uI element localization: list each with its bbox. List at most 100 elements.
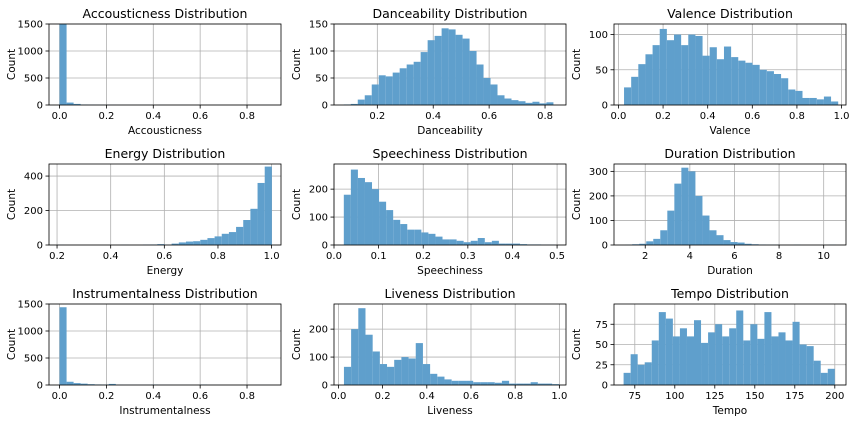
histogram-bar	[744, 243, 752, 245]
histogram-bar	[651, 340, 659, 385]
histogram-bar	[392, 72, 400, 105]
histogram-bar	[665, 318, 673, 385]
histogram-bar	[799, 344, 807, 385]
histogram-bar	[498, 243, 506, 245]
histogram-bar	[757, 338, 765, 385]
histogram-bar	[185, 241, 194, 245]
histogram-bar	[462, 38, 470, 105]
histogram-bar	[716, 59, 724, 105]
y-axis-label: Count	[6, 49, 18, 80]
histogram-bar	[552, 384, 560, 385]
histogram-bar	[738, 60, 746, 105]
histogram-bar	[785, 340, 793, 385]
plot-frame	[333, 23, 567, 106]
histogram-bar	[532, 101, 540, 105]
histogram-bar	[701, 342, 709, 385]
chart-title: Valence Distribution	[667, 6, 793, 21]
y-tick-label: 0	[37, 381, 43, 392]
histogram-bar	[766, 71, 774, 105]
histogram-bar	[455, 34, 463, 105]
histogram-bar	[764, 312, 772, 385]
histogram-bar	[449, 239, 457, 245]
histogram-bar	[709, 230, 717, 245]
histogram-bar	[415, 343, 423, 385]
histogram-bar	[350, 169, 358, 245]
histogram-bar	[525, 102, 533, 105]
histogram-bar	[795, 90, 803, 105]
y-tick-label: 150	[309, 20, 328, 31]
y-axis-label: Count	[571, 329, 583, 360]
histogram-bar	[448, 29, 456, 105]
histogram-bar	[200, 239, 208, 245]
x-tick-label: 0.2	[49, 251, 65, 262]
histogram-bar	[771, 336, 779, 385]
histogram-bar	[66, 102, 74, 105]
x-tick-label: 0.4	[700, 111, 716, 122]
histogram-bar	[679, 328, 687, 385]
histogram-bar	[400, 224, 408, 245]
y-tick-label: 25	[595, 360, 608, 371]
histogram-bar	[178, 242, 186, 245]
histogram-bar	[469, 51, 477, 105]
histogram-bar	[497, 95, 505, 105]
y-axis-label: Count	[291, 49, 303, 80]
histogram-bar	[483, 78, 491, 105]
histogram-bar	[490, 84, 498, 105]
histogram-bar	[743, 340, 751, 385]
x-tick-label: 0.8	[239, 391, 255, 402]
histogram-bar	[470, 240, 478, 245]
x-tick-label: 0.2	[98, 111, 114, 122]
y-axis-label: Count	[571, 189, 583, 220]
histogram-bar	[364, 95, 372, 105]
histogram-bar	[473, 382, 481, 385]
x-tick-label: 175	[785, 391, 804, 402]
histogram-bar	[501, 380, 510, 385]
histogram-bar	[66, 381, 74, 385]
histogram-bar	[236, 226, 244, 245]
chart-title: Energy Distribution	[105, 146, 226, 161]
chart-panel-1: Accousticness Distribution 0.0 0.2 0.4 0.6 0.…	[6, 6, 282, 137]
histogram-bar	[357, 99, 365, 105]
histogram-bar	[434, 35, 442, 105]
x-tick-label: 0.2	[415, 251, 431, 262]
histogram-bar	[658, 312, 666, 385]
histogram-bar	[722, 336, 730, 385]
histogram-bar	[379, 364, 388, 385]
histogram-bar	[623, 372, 631, 385]
histogram-bar	[644, 362, 652, 385]
histogram-bar	[491, 240, 499, 245]
histogram-bar	[504, 98, 512, 105]
y-tick-label: 0	[602, 381, 608, 392]
histogram-bar	[442, 239, 450, 245]
histogram-bar	[823, 96, 832, 105]
histogram-bar	[343, 366, 352, 385]
histogram-bar	[476, 64, 484, 105]
histogram-bar	[806, 346, 814, 385]
histogram-bar	[157, 244, 165, 245]
histogram-bar	[73, 103, 81, 105]
histogram-bar	[546, 102, 554, 105]
histogram-bar	[637, 364, 645, 385]
histogram-bar	[660, 230, 668, 245]
plot-frame	[48, 23, 282, 106]
histogram-bar	[364, 182, 373, 245]
histogram-bar	[630, 354, 638, 385]
chart-panel-7: Instrumentalness Distribution 0.0 0.2 0.4 0.…	[6, 286, 282, 417]
histogram-bar	[451, 380, 459, 385]
histogram-bar	[73, 383, 81, 385]
x-tick-label: 0.6	[481, 111, 497, 122]
x-tick-label: 6	[731, 251, 737, 262]
chart-panel-3: Valence Distribution 0.0 0.2 0.4 0.6 0.8 1.0 0 5…	[571, 6, 849, 137]
histogram-bar	[420, 52, 428, 105]
histogram-bar	[730, 242, 738, 245]
histogram-bar	[387, 366, 395, 385]
x-tick-label: 0.2	[375, 391, 391, 402]
y-axis-label: Count	[6, 329, 18, 360]
x-tick-label: 125	[705, 391, 724, 402]
histogram-bar	[750, 324, 758, 385]
x-tick-label: 0.6	[463, 391, 479, 402]
y-tick-label: 100	[589, 216, 608, 227]
y-tick-label: 200	[589, 191, 608, 202]
histogram-bar	[171, 243, 179, 245]
histogram-bar	[695, 35, 703, 106]
